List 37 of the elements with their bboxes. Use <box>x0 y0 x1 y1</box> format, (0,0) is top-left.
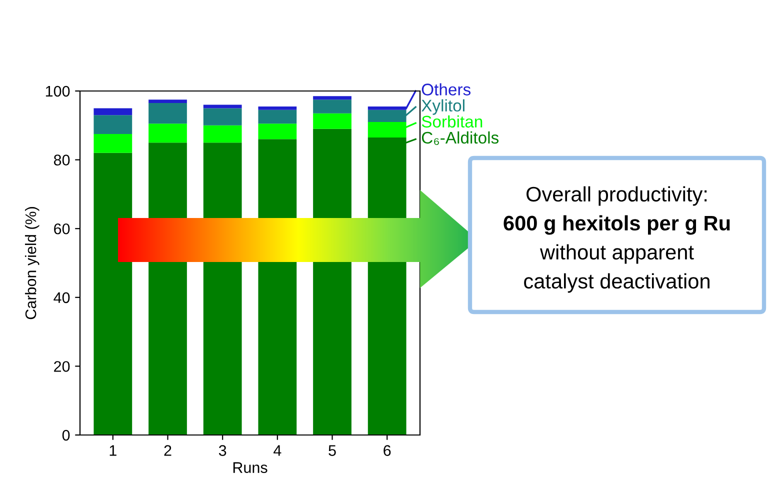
bar <box>94 152 132 435</box>
x-tick-label: 4 <box>274 445 282 456</box>
x-tick-label: 1 <box>110 445 116 456</box>
bar <box>148 124 187 143</box>
bar <box>313 113 352 129</box>
bar <box>313 100 352 114</box>
y-tick-label: 40 <box>54 292 70 304</box>
bar <box>258 110 297 124</box>
bar <box>313 96 352 100</box>
y-tick-label: 100 <box>46 86 70 97</box>
legend-label: Sorbitan <box>422 115 482 128</box>
x-tick-label: 3 <box>218 445 226 456</box>
bar <box>258 106 297 110</box>
series-label: Others <box>422 83 471 96</box>
y-tick-label: 80 <box>54 154 70 166</box>
bar <box>258 124 297 140</box>
text: catalyst deactivation <box>524 273 710 293</box>
bar <box>94 115 132 134</box>
x-axis-title: Runs <box>233 462 268 473</box>
x-tick-label: 5 <box>328 445 336 456</box>
bar <box>94 134 132 153</box>
x-tick-label: 2 <box>164 445 172 456</box>
text: 600 g hexitols per g Ru <box>504 215 730 235</box>
bar <box>203 125 242 143</box>
y-tick-label: 60 <box>54 223 70 234</box>
bar <box>94 108 132 116</box>
legend-label: Xylitol <box>421 99 464 115</box>
text: without apparent <box>540 244 694 264</box>
bar <box>203 108 242 126</box>
y-tick-label: 20 <box>54 361 70 372</box>
y-axis-title: Carbon yield (%) <box>24 207 40 320</box>
bar <box>148 103 187 124</box>
x-tick-label: 6 <box>384 445 391 456</box>
legend-label: C₆-Alditols <box>422 131 499 145</box>
text: Overall productivity: <box>526 186 707 206</box>
bar <box>148 100 187 104</box>
y-tick-label: 0 <box>62 430 70 441</box>
